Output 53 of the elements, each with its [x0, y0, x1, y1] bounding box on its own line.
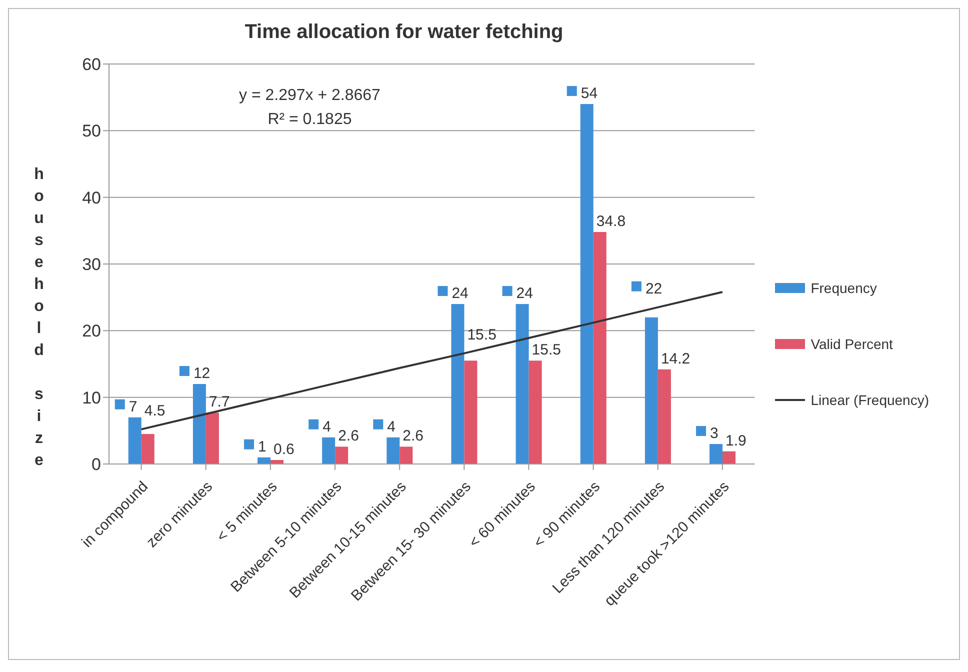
- bar: [580, 104, 594, 464]
- legend-label: Valid Percent: [810, 336, 893, 352]
- legend-label: Linear (Frequency): [810, 392, 929, 408]
- data-label: 4: [322, 418, 331, 436]
- data-label: 1: [258, 438, 266, 456]
- bar: [322, 437, 336, 464]
- bar: [658, 369, 671, 464]
- data-label: 22: [645, 280, 662, 298]
- data-label: 12: [193, 365, 210, 382]
- bar: [593, 232, 606, 464]
- annotation: y = 2.297x + 2.8667: [239, 86, 380, 106]
- legend-label: Frequency: [810, 280, 877, 296]
- y-tick-label: 30: [82, 255, 101, 274]
- data-label: 15.5: [467, 326, 496, 344]
- data-label: 1.9: [726, 432, 746, 450]
- text: household size: [34, 166, 44, 469]
- chart-title: Time allocation for water fetching: [244, 20, 564, 44]
- data-label: 0.6: [274, 441, 294, 458]
- data-label: 2.6: [402, 428, 424, 445]
- annotation: R² = 0.1825: [266, 110, 353, 130]
- bar: [206, 412, 219, 464]
- data-label: 4.5: [144, 402, 166, 420]
- data-label: 54: [580, 85, 598, 102]
- data-label: 15.5: [532, 342, 562, 359]
- data-label: 24: [452, 285, 468, 302]
- data-label: 7: [128, 398, 138, 416]
- data-label: 34.8: [596, 213, 626, 230]
- bar: [451, 304, 464, 464]
- bar: [386, 437, 400, 464]
- y-tick-label: 40: [82, 188, 101, 208]
- data-label: 4: [387, 418, 396, 436]
- bar: [192, 384, 206, 464]
- y-tick-label: 0: [92, 455, 101, 474]
- bar: [644, 317, 658, 464]
- bar: [710, 444, 723, 464]
- bar: [141, 434, 154, 464]
- y-tick-label: 60: [82, 55, 101, 74]
- y-tick-label: 50: [82, 122, 101, 141]
- bar: [128, 417, 142, 464]
- bar: [722, 451, 736, 464]
- bar: [464, 360, 478, 464]
- data-label: 7.7: [208, 394, 230, 411]
- bar: [528, 360, 542, 464]
- data-label: 3: [710, 425, 718, 442]
- data-label: 14.2: [660, 350, 690, 368]
- bar: [258, 457, 271, 464]
- y-tick-label: 20: [82, 322, 101, 341]
- bar: [335, 446, 348, 464]
- data-label: 24: [516, 285, 533, 302]
- bar: [516, 304, 529, 464]
- bar: [400, 446, 413, 464]
- y-tick-label: 10: [82, 388, 101, 408]
- data-label: 2.6: [338, 428, 359, 445]
